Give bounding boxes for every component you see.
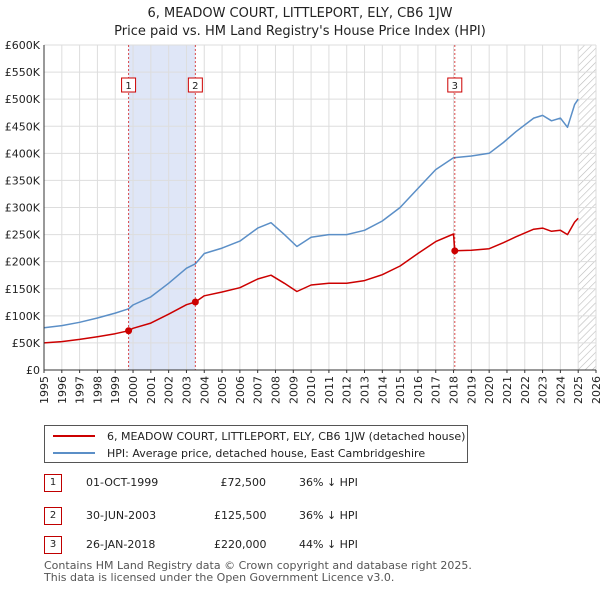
legend-hpi-label: HPI: Average price, detached house, East… <box>107 446 426 460</box>
legend-item-hpi: HPI: Average price, detached house, East… <box>53 445 425 461</box>
x-tick-label: 2001 <box>145 376 158 404</box>
x-tick-label: 2021 <box>501 376 514 404</box>
y-tick-label: £400K <box>5 147 41 160</box>
y-tick-label: £450K <box>5 120 41 133</box>
legend: 6, MEADOW COURT, LITTLEPORT, ELY, CB6 1J… <box>44 425 468 463</box>
y-tick-label: £150K <box>5 283 41 296</box>
sale-label: 2 <box>192 81 198 92</box>
x-tick-label: 2004 <box>198 376 211 404</box>
footer-copyright: Contains HM Land Registry data © Crown c… <box>44 559 472 572</box>
x-tick-label: 2023 <box>537 376 550 404</box>
x-tick-label: 2024 <box>554 376 567 404</box>
y-tick-label: £0 <box>26 364 40 377</box>
transaction-row: 1 01-OCT-1999 £72,500 36% ↓ HPI <box>44 474 464 494</box>
x-tick-label: 2017 <box>430 376 443 404</box>
transaction-number: 2 <box>44 507 62 525</box>
x-tick-label: 2007 <box>252 376 265 404</box>
x-tick-label: 2014 <box>376 376 389 404</box>
x-tick-label: 2010 <box>305 376 318 404</box>
sale-label-box <box>121 77 137 93</box>
hpi-line <box>43 98 579 329</box>
x-tick-label: 1997 <box>74 376 87 404</box>
transaction-row: 2 30-JUN-2003 £125,500 36% ↓ HPI <box>44 507 464 527</box>
sale-point <box>451 247 459 255</box>
transaction-price: £220,000 <box>214 538 267 551</box>
y-tick-label: £550K <box>5 66 41 79</box>
x-tick-label: 2008 <box>269 376 282 404</box>
x-tick-label: 1996 <box>56 376 69 404</box>
x-tick-label: 2000 <box>127 376 140 404</box>
transaction-date: 30-JUN-2003 <box>86 509 157 522</box>
transaction-date: 26-JAN-2018 <box>86 538 156 551</box>
transaction-number: 3 <box>44 536 62 554</box>
transaction-number: 1 <box>44 474 62 492</box>
x-tick-label: 1995 <box>38 376 51 404</box>
property-line-swatch <box>53 435 95 437</box>
y-tick-label: £250K <box>5 229 41 242</box>
property-price-line <box>43 217 579 344</box>
y-tick-label: £100K <box>5 310 41 323</box>
sale-label: 1 <box>125 81 131 92</box>
x-tick-label: 2002 <box>163 376 176 404</box>
y-tick-label: £500K <box>5 93 41 106</box>
transaction-price: £125,500 <box>214 509 267 522</box>
sale-label: 3 <box>452 81 458 92</box>
y-tick-label: £300K <box>5 202 41 215</box>
hpi-line-swatch <box>53 452 95 454</box>
x-tick-label: 2011 <box>323 376 336 404</box>
x-tick-label: 2003 <box>180 376 193 404</box>
transaction-date: 01-OCT-1999 <box>86 476 159 489</box>
x-tick-label: 2016 <box>412 376 425 404</box>
x-tick-label: 2006 <box>234 376 247 404</box>
x-tick-label: 2018 <box>448 376 461 404</box>
sale-label-box <box>447 77 463 93</box>
y-tick-label: £200K <box>5 256 41 269</box>
legend-item-property: 6, MEADOW COURT, LITTLEPORT, ELY, CB6 1J… <box>53 428 465 444</box>
transaction-hpi-diff: 44% ↓ HPI <box>299 538 358 551</box>
sale-point <box>191 298 199 306</box>
y-tick-label: £600K <box>5 39 41 52</box>
x-tick-label: 1999 <box>109 376 122 404</box>
chart-subtitle: Price paid vs. HM Land Registry's House … <box>114 24 486 39</box>
sale-point <box>125 327 133 335</box>
x-tick-label: 2022 <box>519 376 532 404</box>
x-tick-label: 2025 <box>572 376 585 404</box>
x-tick-label: 2019 <box>465 376 478 404</box>
x-tick-label: 2020 <box>483 376 496 404</box>
y-tick-label: £50K <box>12 337 41 350</box>
y-tick-label: £350K <box>5 174 41 187</box>
x-tick-label: 2009 <box>287 376 300 404</box>
x-tick-label: 2012 <box>341 376 354 404</box>
transaction-hpi-diff: 36% ↓ HPI <box>299 509 358 522</box>
x-tick-label: 2005 <box>216 376 229 404</box>
x-tick-label: 2026 <box>590 376 600 404</box>
footer-licence: This data is licensed under the Open Gov… <box>44 571 395 584</box>
transaction-price: £72,500 <box>220 476 267 489</box>
transaction-row: 3 26-JAN-2018 £220,000 44% ↓ HPI <box>44 536 464 556</box>
legend-property-label: 6, MEADOW COURT, LITTLEPORT, ELY, CB6 1J… <box>107 429 466 443</box>
x-tick-label: 1998 <box>91 376 104 404</box>
transaction-hpi-diff: 36% ↓ HPI <box>299 476 358 489</box>
x-tick-label: 2015 <box>394 376 407 404</box>
sale-label-box <box>187 77 203 93</box>
chart-title: 6, MEADOW COURT, LITTLEPORT, ELY, CB6 1J… <box>147 6 453 21</box>
footer: Contains HM Land Registry data © Crown c… <box>44 560 584 584</box>
x-tick-label: 2013 <box>359 376 372 404</box>
